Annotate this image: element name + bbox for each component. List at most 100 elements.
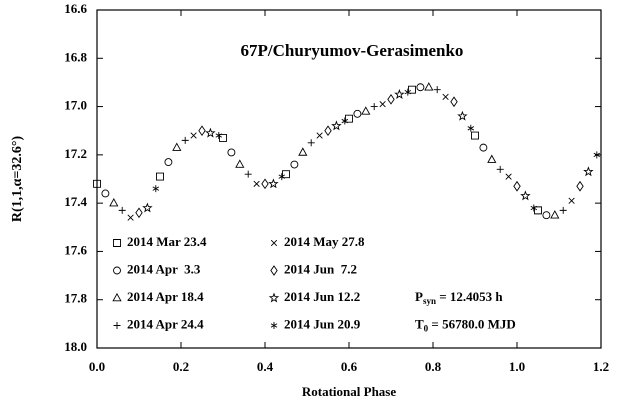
data-point <box>181 136 189 144</box>
data-point <box>487 154 497 163</box>
y-axis-title: R(1,1,α=32.6°) <box>10 136 25 223</box>
data-point <box>404 88 412 96</box>
data-point <box>379 101 386 108</box>
annotation-subscript: syn <box>423 296 436 306</box>
data-point <box>520 190 531 201</box>
data-point <box>513 180 521 192</box>
x-tick-label: 0.6 <box>341 359 358 374</box>
legend-label: 2014 Apr 24.4 <box>127 316 204 331</box>
legend-marker <box>270 239 278 247</box>
annotation-text: = 56780.0 MJD <box>428 316 516 331</box>
data-point <box>235 159 245 168</box>
data-point <box>142 202 153 213</box>
data-point <box>93 179 101 188</box>
data-point <box>387 93 395 105</box>
legend-label: 2014 Jun 7.2 <box>284 261 357 276</box>
data-point <box>127 214 134 221</box>
data-point <box>198 125 206 137</box>
data-point <box>227 148 236 157</box>
data-point <box>290 160 299 169</box>
x-tick-label: 1.0 <box>509 359 525 374</box>
data-point <box>394 89 405 99</box>
data-point <box>370 103 378 111</box>
data-point <box>298 147 308 156</box>
y-tick-label: 17.2 <box>64 146 87 161</box>
data-point <box>416 83 425 92</box>
data-point <box>109 198 119 207</box>
data-point <box>135 207 143 219</box>
legend-label: 2014 May 27.8 <box>284 234 365 249</box>
data-point <box>576 180 584 192</box>
y-tick-label: 18.0 <box>64 339 87 354</box>
data-point <box>433 86 441 94</box>
data-point <box>345 114 353 123</box>
data-point <box>156 172 164 181</box>
data-point <box>172 142 182 151</box>
data-point <box>442 93 449 101</box>
data-point <box>457 110 468 121</box>
data-point <box>324 125 332 137</box>
data-point <box>307 139 315 147</box>
data-point <box>534 206 542 215</box>
data-point <box>408 85 416 94</box>
data-point <box>118 206 126 214</box>
legend-label: 2014 Mar 23.4 <box>127 234 207 249</box>
data-point <box>205 127 216 138</box>
y-tick-label: 16.6 <box>64 1 87 16</box>
data-point <box>559 206 567 214</box>
chart-title: 67P/Churyumov-Gerasimenko <box>241 41 464 60</box>
data-point <box>496 165 504 173</box>
legend-marker <box>113 322 121 329</box>
data-point <box>361 106 371 115</box>
data-point <box>316 132 323 139</box>
data-point <box>164 158 173 167</box>
legend-marker <box>113 266 121 275</box>
x-tick-label: 0.8 <box>425 359 442 374</box>
y-tick-label: 17.4 <box>64 194 87 209</box>
x-tick-label: 0.4 <box>257 359 274 374</box>
legend-marker <box>113 239 121 247</box>
data-point <box>530 204 538 212</box>
data-point <box>550 210 560 219</box>
data-point <box>479 143 488 152</box>
data-point <box>505 173 512 180</box>
data-point <box>244 170 252 178</box>
legend-label: 2014 Jun 12.2 <box>284 289 360 304</box>
data-point <box>190 132 197 139</box>
data-point <box>450 96 458 108</box>
annotation-text: = 12.4053 h <box>436 289 503 304</box>
x-tick-label: 0.0 <box>89 359 105 374</box>
y-tick-label: 16.8 <box>64 49 87 64</box>
data-point <box>282 170 290 179</box>
data-point <box>215 132 223 140</box>
data-point <box>268 178 279 189</box>
data-point <box>424 82 434 91</box>
data-point <box>341 117 349 125</box>
data-point <box>253 180 260 187</box>
annotation: T0 = 56780.0 MJD <box>415 316 516 333</box>
data-point <box>542 211 551 220</box>
legend-label: 2014 Apr 18.4 <box>127 289 204 304</box>
data-point <box>101 189 110 198</box>
data-point <box>353 109 362 118</box>
y-tick-label: 17.0 <box>64 98 87 113</box>
x-axis-title: Rotational Phase <box>302 384 396 399</box>
annotation-symbol: T <box>415 316 424 331</box>
x-tick-label: 0.2 <box>173 359 189 374</box>
data-point <box>152 185 160 193</box>
legend-label: 2014 Apr 3.3 <box>127 261 201 276</box>
annotation-subscript: 0 <box>424 324 429 334</box>
annotation-symbol: P <box>415 289 423 304</box>
data-point <box>471 131 479 140</box>
data-point <box>331 120 342 131</box>
data-point <box>278 173 286 181</box>
data-point <box>219 134 227 142</box>
x-tick-label: 1.2 <box>593 359 609 374</box>
data-point <box>568 197 575 204</box>
y-tick-label: 17.8 <box>64 291 87 306</box>
legend-label: 2014 Jun 20.9 <box>284 316 361 331</box>
data-point <box>467 124 475 132</box>
data-point <box>261 178 269 190</box>
data-point <box>593 151 601 159</box>
